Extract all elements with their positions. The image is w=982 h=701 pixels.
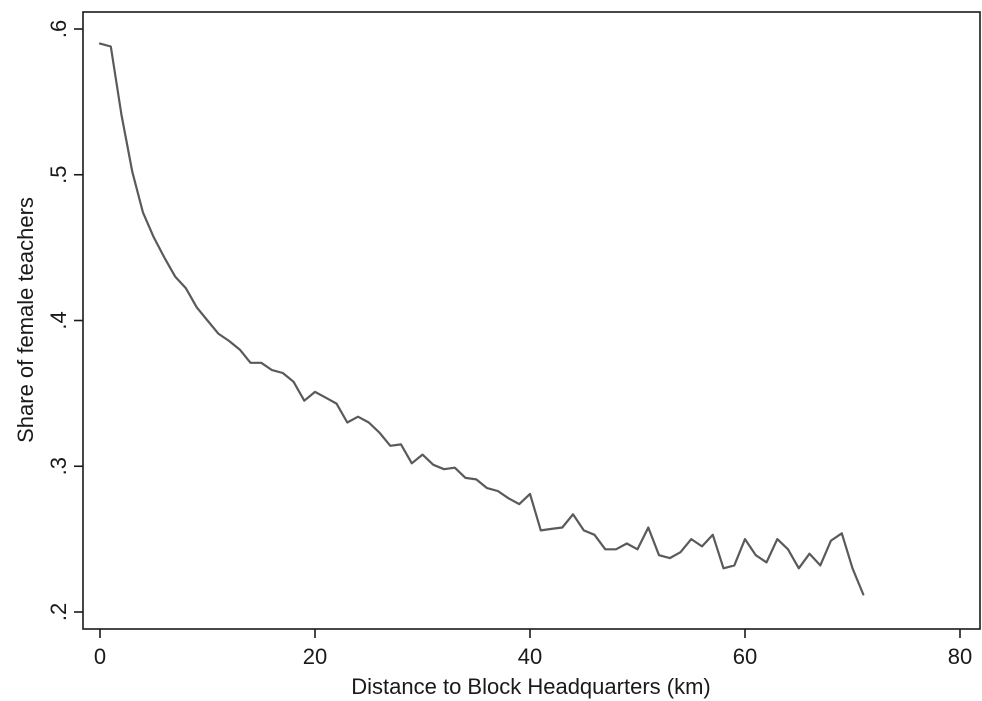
y-tick-label: .5 [46,166,71,184]
x-tick-label: 20 [303,644,327,669]
y-axis-title: Share of female teachers [13,197,38,443]
y-tick-label: .3 [46,457,71,475]
y-tick-label: .6 [46,20,71,38]
x-axis-title: Distance to Block Headquarters (km) [351,674,710,699]
x-tick-label: 80 [948,644,972,669]
y-tick-label: .2 [46,603,71,621]
series-layer [98,42,865,596]
x-tick-label: 60 [733,644,757,669]
y-tick-label: .4 [46,311,71,329]
series-line [98,42,865,596]
plot-area-frame [82,11,981,630]
y-axis: .2 .3 .4 .5 .6 [46,20,83,621]
x-tick-label: 0 [94,644,106,669]
x-tick-label: 40 [518,644,542,669]
x-axis: 0 20 40 60 80 [94,629,972,669]
